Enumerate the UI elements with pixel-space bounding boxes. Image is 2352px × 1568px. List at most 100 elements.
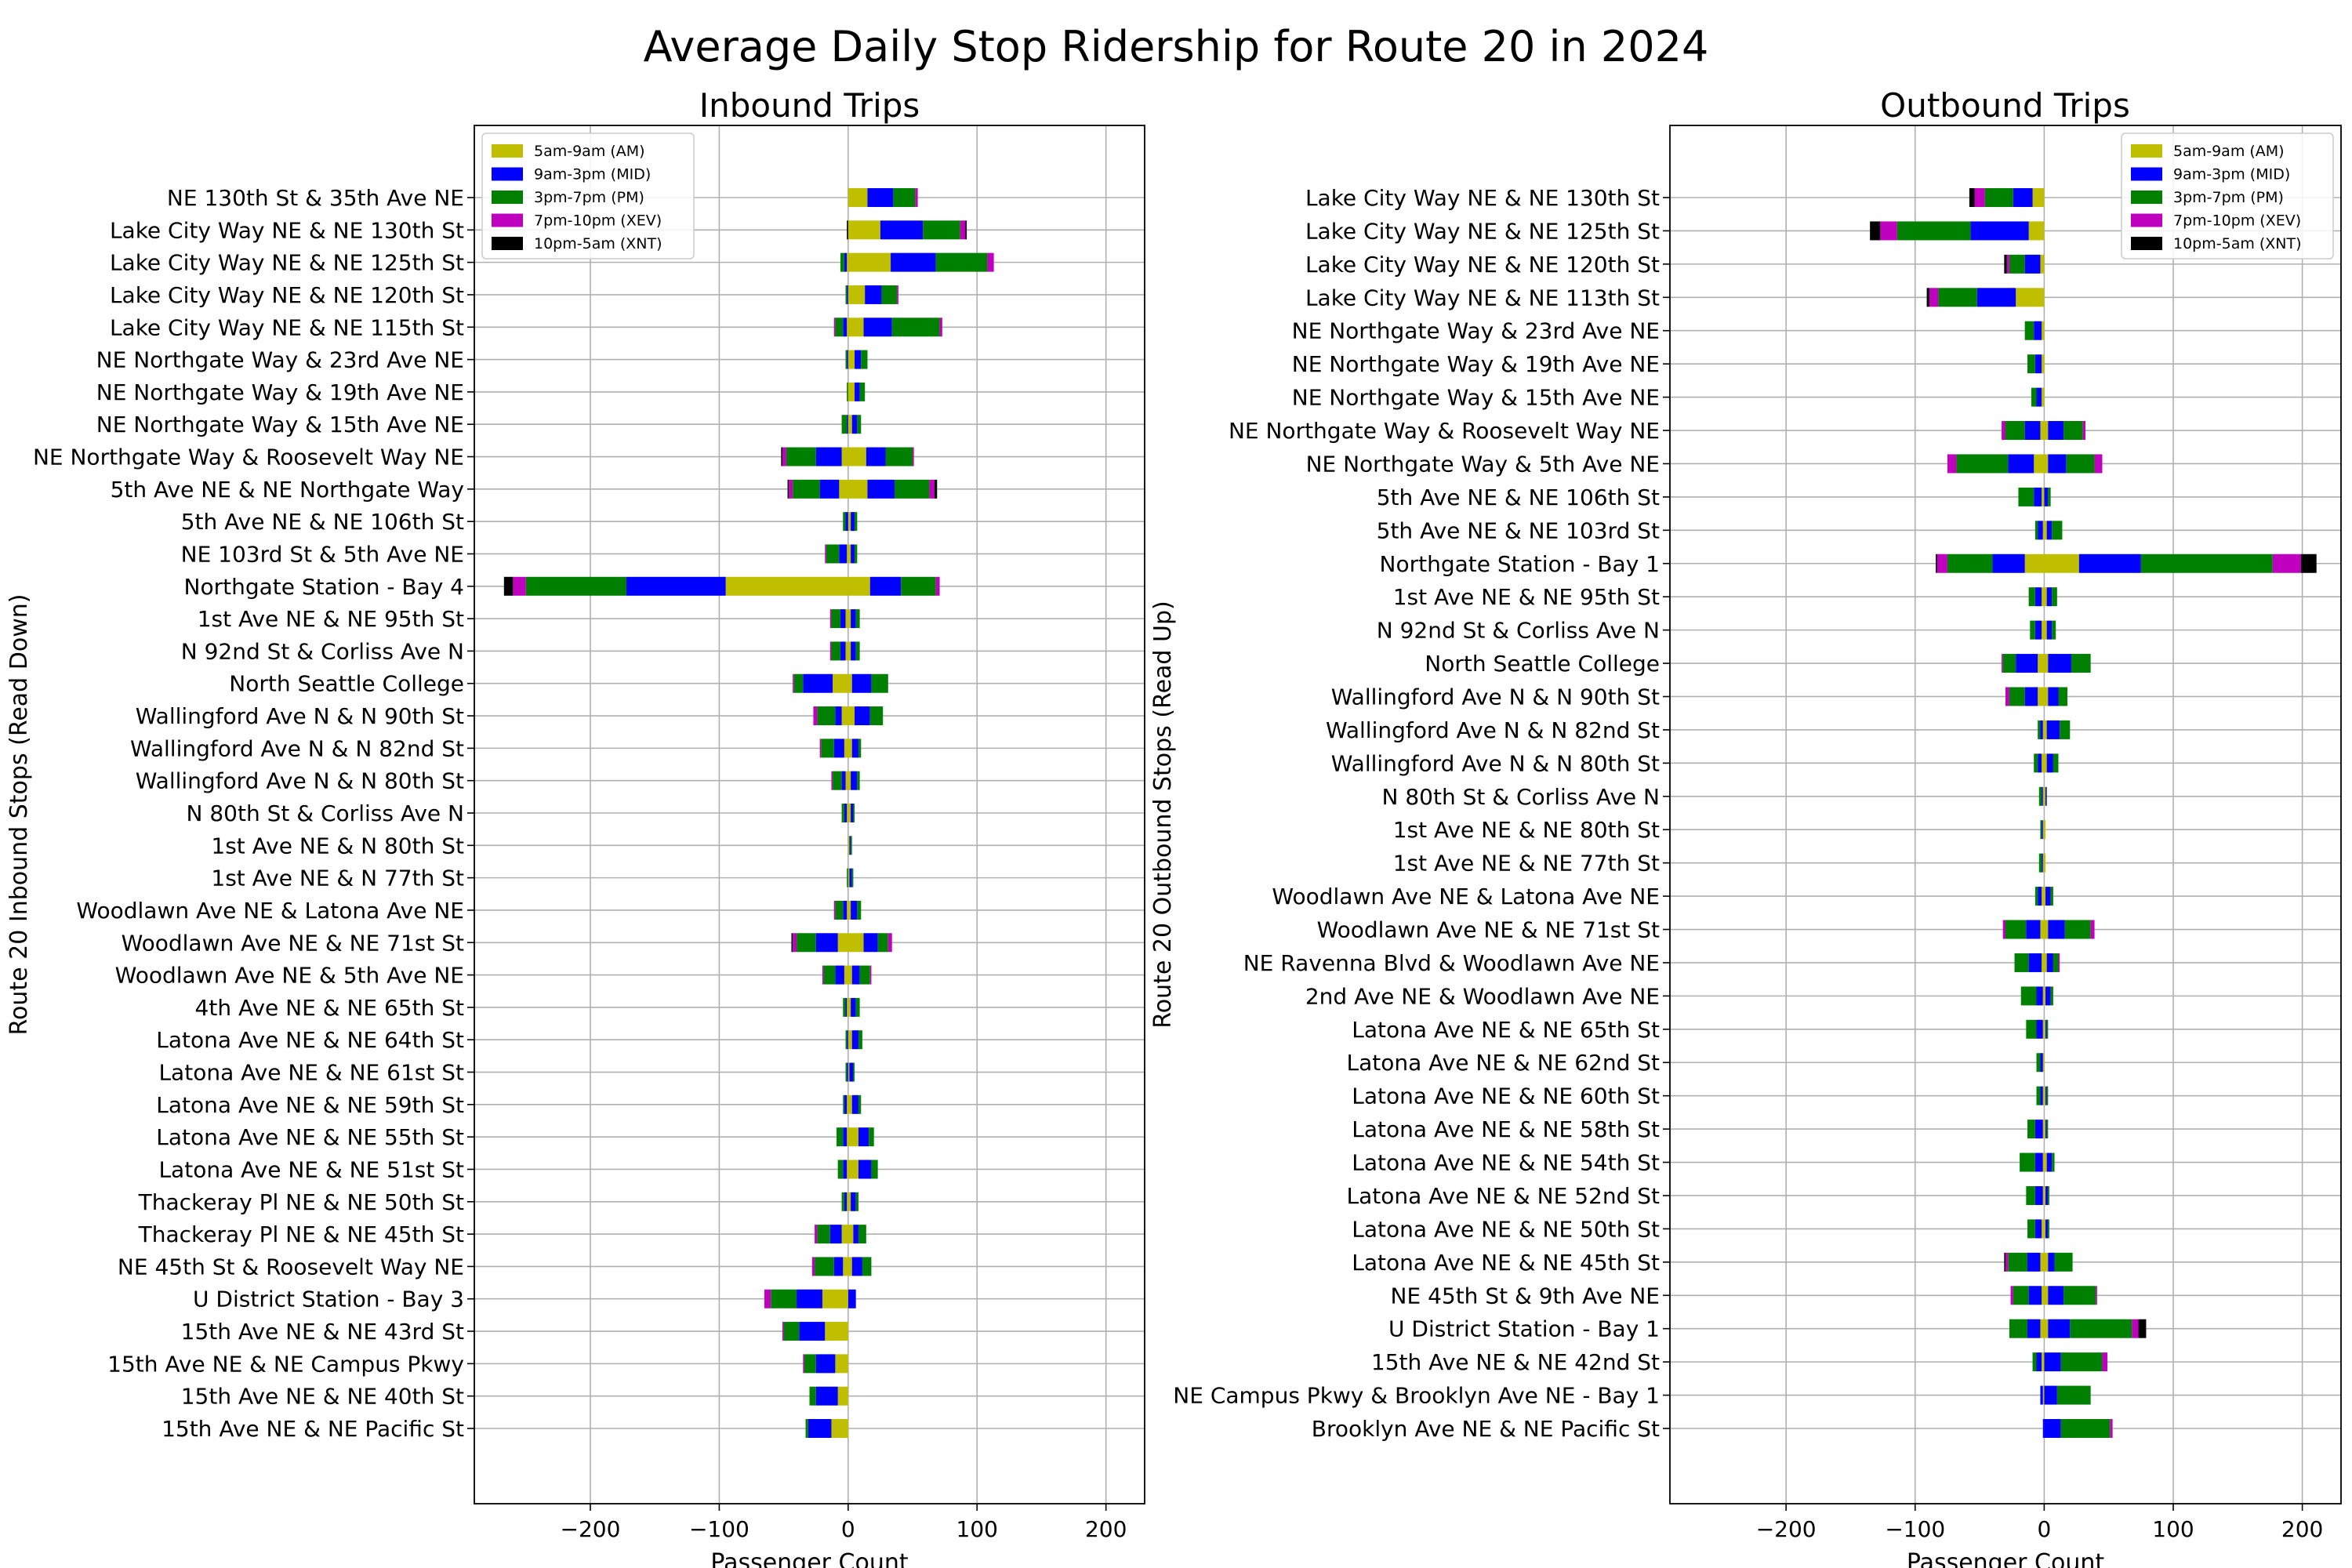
- bar-alighting-am: [2042, 853, 2045, 873]
- stop-label: Lake City Way NE & NE 130th St: [1305, 185, 1660, 211]
- bar-alighting-am: [2034, 454, 2045, 474]
- bar-alighting-xev: [789, 479, 793, 499]
- bar-alighting-pm: [843, 1094, 844, 1114]
- bar-alighting-am: [835, 1354, 848, 1374]
- bar-boarding-mid: [2044, 1385, 2057, 1405]
- stop-label: Latona Ave NE & NE 45th St: [1352, 1250, 1660, 1276]
- bar-alighting-mid: [2042, 853, 2043, 873]
- stop-label: Latona Ave NE & NE 58th St: [1352, 1116, 1660, 1142]
- bar-boarding-am: [848, 1062, 850, 1082]
- legend-swatch-pm: [492, 191, 523, 204]
- bar-alighting-mid: [833, 739, 844, 758]
- bar-boarding-mid: [851, 641, 856, 661]
- bar-alighting-pm: [823, 965, 836, 985]
- bar-boarding-pm: [859, 965, 870, 985]
- bar-alighting-am: [2042, 1219, 2045, 1239]
- bar-boarding-mid: [891, 252, 936, 272]
- legend-swatch-xev: [2131, 213, 2162, 227]
- bar-boarding-pm: [877, 933, 888, 953]
- bar-alighting-am: [2016, 288, 2045, 307]
- bar-boarding-mid: [855, 350, 862, 369]
- bar-alighting-xev: [513, 576, 526, 596]
- bar-boarding-pm: [851, 836, 852, 855]
- bar-alighting-xev: [822, 965, 824, 985]
- bar-boarding-mid: [851, 804, 854, 822]
- bar-alighting-mid: [815, 447, 842, 466]
- bar-alighting-am: [2040, 1252, 2045, 1272]
- bar-boarding-pm: [2048, 1185, 2049, 1205]
- bar-alighting-xev: [793, 673, 794, 693]
- legend-label: 9am-3pm (MID): [2173, 166, 2290, 183]
- bar-boarding-mid: [2046, 720, 2060, 739]
- bar-boarding-mid: [2048, 1252, 2055, 1272]
- stop-label: Woodlawn Ave NE & Latona Ave NE: [76, 898, 464, 924]
- bar-boarding-pm: [2053, 753, 2059, 773]
- stop-label: Latona Ave NE & NE 51st St: [158, 1156, 464, 1182]
- bar-alighting-am: [837, 933, 848, 953]
- bar-alighting-pm: [2034, 521, 2038, 540]
- bar-boarding-am: [848, 868, 850, 887]
- y-axis-label: Route 20 Inbound Stops (Read Down): [5, 594, 33, 1036]
- bar-boarding-xev: [897, 285, 898, 304]
- stop-label: NE Northgate Way & 15th Ave NE: [96, 412, 464, 437]
- bar-alighting-pm: [2018, 487, 2034, 506]
- bar-boarding-am: [2044, 720, 2047, 739]
- bar-boarding-mid: [2045, 986, 2051, 1006]
- bar-alighting-am: [2042, 521, 2045, 540]
- legend: [2121, 132, 2334, 260]
- bar-alighting-xev: [793, 933, 797, 953]
- bar-boarding-mid: [867, 188, 894, 207]
- bar-alighting-mid: [803, 673, 833, 693]
- bar-alighting-mid: [2038, 753, 2042, 773]
- stop-label: Woodlawn Ave NE & NE 71st St: [122, 930, 464, 956]
- bar-alighting-pm: [2027, 354, 2035, 374]
- bar-boarding-mid: [2045, 786, 2047, 806]
- bar-alighting-pm: [2005, 421, 2025, 441]
- bar-alighting-xev: [782, 1322, 784, 1341]
- stop-label: NE Northgate Way & 15th Ave NE: [1292, 385, 1660, 411]
- stop-label: NE Campus Pkwy & Brooklyn Ave NE - Bay 1: [1173, 1383, 1660, 1409]
- bar-boarding-am: [2044, 820, 2046, 840]
- bar-boarding-am: [2044, 1286, 2049, 1305]
- bar-alighting-pm: [1984, 188, 2013, 207]
- bar-alighting-am: [847, 1160, 848, 1179]
- bar-alighting-pm: [847, 868, 848, 887]
- bar-alighting-am: [825, 1322, 848, 1341]
- x-tick-label: 100: [2152, 1516, 2194, 1542]
- bar-alighting-mid: [2034, 587, 2042, 607]
- bar-boarding-pm: [855, 997, 860, 1017]
- bar-alighting-mid: [2024, 687, 2038, 706]
- bar-boarding-am: [2044, 920, 2049, 939]
- bar-boarding-am: [848, 1030, 852, 1050]
- bar-alighting-am: [2040, 421, 2045, 441]
- bar-boarding-pm: [869, 1127, 874, 1147]
- bar-boarding-xev: [2110, 1419, 2113, 1438]
- bar-boarding-xev: [2132, 1319, 2139, 1338]
- bar-boarding-pm: [871, 1160, 878, 1179]
- stop-label: Lake City Way NE & NE 113th St: [1305, 285, 1660, 310]
- x-tick-label: 0: [2037, 1516, 2051, 1542]
- bar-boarding-mid: [858, 1127, 869, 1147]
- bar-boarding-am: [848, 544, 851, 564]
- stop-label: NE Northgate Way & 19th Ave NE: [96, 379, 464, 405]
- bar-alighting-am: [2042, 487, 2045, 506]
- bar-boarding-xnt: [2138, 1319, 2147, 1338]
- bar-boarding-pm: [855, 1192, 858, 1211]
- bar-alighting-mid: [847, 285, 848, 304]
- bar-alighting-mid: [843, 900, 848, 920]
- bar-alighting-mid: [2034, 1120, 2043, 1139]
- bar-alighting-am: [847, 997, 848, 1017]
- bar-boarding-am: [848, 318, 864, 337]
- bar-boarding-pm: [2046, 1019, 2049, 1039]
- bar-boarding-am: [2044, 654, 2049, 673]
- bar-alighting-mid: [829, 1225, 842, 1244]
- bar-alighting-pm: [2036, 1086, 2041, 1105]
- bar-boarding-am: [2044, 1086, 2046, 1105]
- bar-alighting-am: [2042, 354, 2045, 374]
- bar-boarding-am: [2044, 853, 2046, 873]
- bar-alighting-mid: [2027, 1319, 2041, 1338]
- bar-alighting-mid: [2028, 953, 2042, 972]
- bar-alighting-pm: [835, 318, 844, 337]
- stop-label: Latona Ave NE & NE 64th St: [156, 1027, 464, 1053]
- bar-alighting-pm: [2009, 1319, 2027, 1338]
